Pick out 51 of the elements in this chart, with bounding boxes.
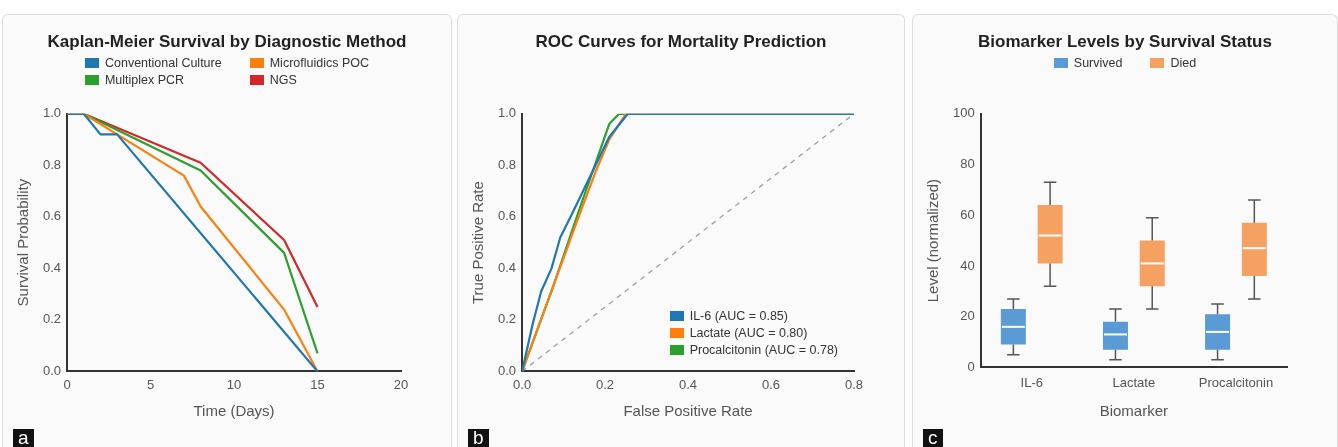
y-tick-label: 0.4 (497, 259, 517, 275)
legend-label: Conventional Culture (104, 56, 222, 70)
x-tick-label: 15 (310, 376, 325, 392)
y-tick-label: 20 (960, 308, 975, 324)
chart-title: ROC Curves for Mortality Prediction (534, 32, 828, 53)
x-tick-label: 0.2 (596, 376, 615, 392)
y-tick-label: 40 (960, 257, 975, 273)
y-tick-label: 0.4 (42, 259, 62, 275)
x-tick-label: 0.4 (679, 376, 698, 392)
x-tick-label: 5 (146, 376, 155, 392)
legend-label: Procalcitonin (AUC = 0.78) (689, 343, 838, 358)
legend-label: Survived (1073, 56, 1123, 70)
legend-label: Died (1170, 56, 1197, 70)
y-axis-title: Survival Probability (14, 178, 32, 307)
y-tick-label: 0.8 (497, 156, 517, 172)
y-tick-label: 0.6 (497, 208, 517, 224)
x-tick-label: Procalcitonin (1198, 374, 1274, 390)
x-axis-title: Biomarker (1099, 402, 1169, 420)
y-tick-label: 0.8 (42, 156, 62, 172)
y-tick-label: 60 (960, 206, 975, 222)
text: a (13, 427, 34, 447)
legend-label: NGS (269, 73, 297, 87)
chart-title: Kaplan-Meier Survival by Diagnostic Method (46, 32, 408, 53)
x-tick-label: 0.0 (513, 376, 532, 392)
y-tick-label: 100 (952, 105, 975, 121)
legend-label: Lactate (AUC = 0.80) (689, 326, 808, 341)
y-tick-label: 80 (960, 156, 975, 172)
text: c (923, 427, 943, 447)
y-tick-label: 0.0 (42, 362, 62, 378)
y-axis-title: True Positive Rate (469, 181, 487, 305)
x-tick-label: 0.8 (844, 376, 864, 392)
chart-title: Biomarker Levels by Survival Status (977, 32, 1273, 53)
x-tick-label: 20 (393, 376, 409, 392)
text: b (468, 427, 489, 447)
y-tick-label: 1.0 (497, 105, 517, 121)
legend-label: Microfluidics POC (269, 56, 370, 70)
x-axis-title: False Positive Rate (623, 402, 753, 420)
y-tick-label: 0.0 (497, 362, 517, 378)
x-tick-label: IL-6 (1020, 374, 1043, 390)
legend-label: Multiplex PCR (104, 73, 185, 87)
x-tick-label: 10 (226, 376, 242, 392)
y-tick-label: 0.2 (497, 311, 517, 327)
y-axis-title: Level (normalized) (924, 178, 942, 303)
y-tick-label: 1.0 (42, 105, 62, 121)
x-tick-label: 0.6 (761, 376, 781, 392)
x-tick-label: Lactate (1112, 374, 1156, 390)
x-axis-title: Time (Days) (193, 402, 275, 420)
y-tick-label: 0.6 (42, 208, 62, 224)
y-tick-label: 0.2 (42, 311, 62, 327)
y-tick-label: 0 (967, 358, 975, 374)
legend-label: IL-6 (AUC = 0.85) (689, 309, 788, 324)
